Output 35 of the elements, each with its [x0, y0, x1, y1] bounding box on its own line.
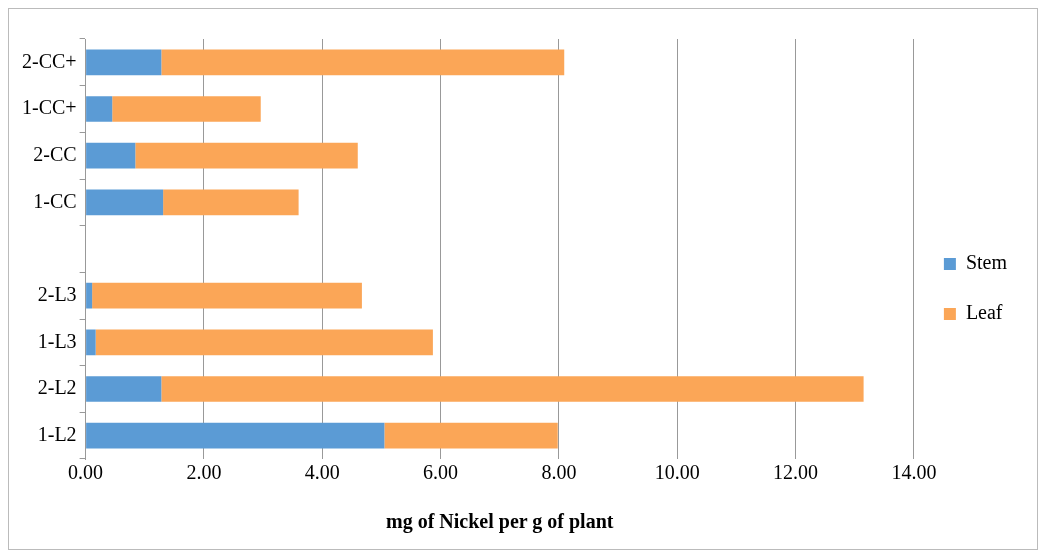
- x-tick-label: 8.00: [541, 461, 577, 484]
- y-tick-label: 2-CC+: [21, 49, 77, 72]
- x-tick-label: 6.00: [423, 461, 459, 484]
- bar: [163, 189, 299, 216]
- bar: [161, 49, 565, 76]
- bar: [86, 142, 136, 169]
- x-tick-label: 4.00: [304, 461, 340, 484]
- bar: [384, 422, 558, 449]
- bar: [92, 282, 362, 309]
- y-tick-label: 1-CC+: [21, 96, 77, 119]
- bar: [86, 49, 162, 76]
- legend-label: Leaf: [965, 301, 1003, 324]
- bar: [86, 189, 164, 216]
- bar: [95, 329, 433, 356]
- bar: [135, 142, 358, 169]
- bar: [86, 422, 385, 449]
- x-tick-label: 0.00: [68, 461, 104, 484]
- x-tick-label: 10.00: [654, 461, 700, 484]
- y-tick-label: 1-L2: [37, 422, 77, 445]
- bar: [86, 282, 93, 309]
- bar: [86, 96, 113, 122]
- x-tick-label: 12.00: [773, 461, 819, 484]
- bar: [161, 376, 864, 402]
- y-tick-label: 2-L2: [37, 376, 77, 399]
- bar: [112, 96, 261, 122]
- bar: [86, 329, 96, 356]
- legend-label: Stem: [965, 251, 1008, 274]
- x-axis-title: mg of Nickel per g of plant: [386, 510, 614, 534]
- y-tick-label: 1-CC: [33, 189, 77, 212]
- y-tick-label: 2-L3: [37, 282, 77, 305]
- x-tick-label: 2.00: [186, 461, 222, 484]
- bar: [86, 376, 162, 402]
- y-tick-label: 2-CC: [33, 142, 77, 165]
- x-tick-label: 14.00: [891, 461, 937, 484]
- y-tick-label: 1-L3: [37, 329, 77, 352]
